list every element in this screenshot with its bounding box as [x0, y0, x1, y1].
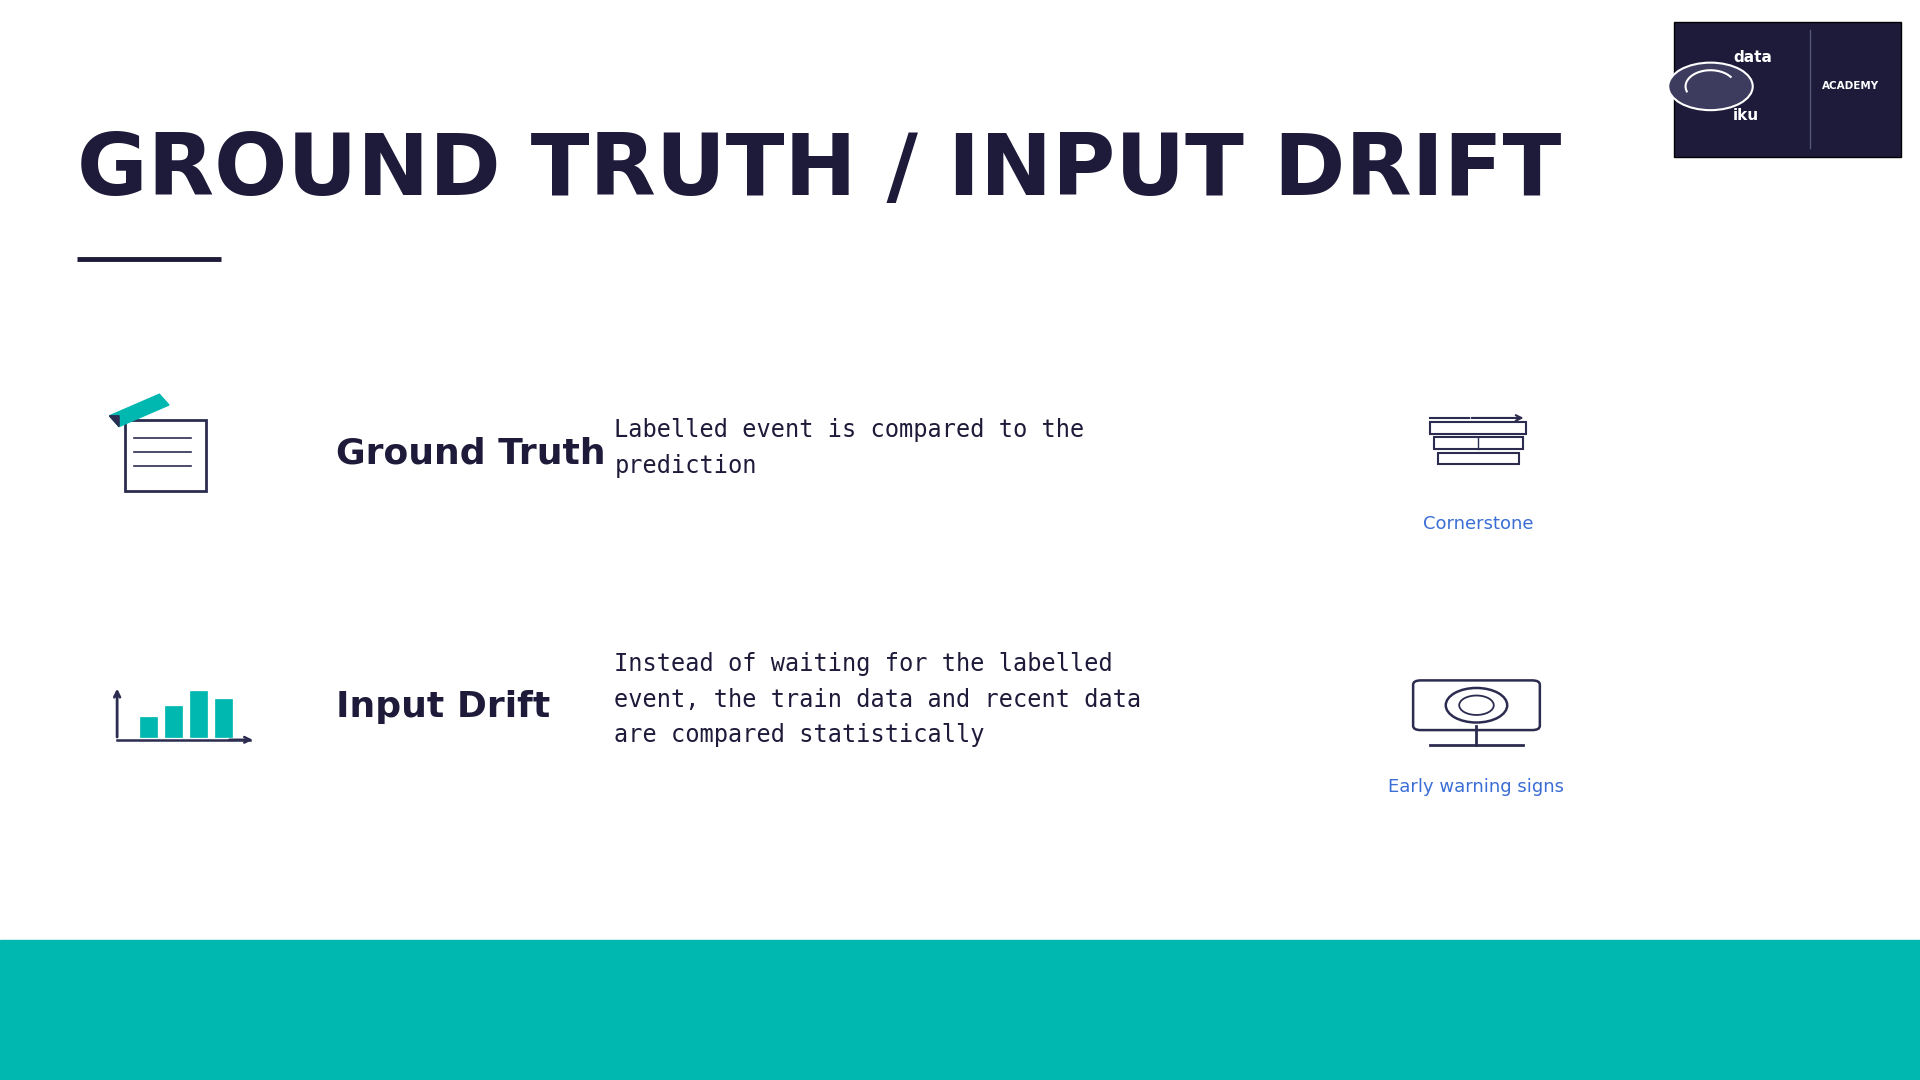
Text: Ground Truth: Ground Truth	[336, 436, 605, 471]
Text: data: data	[1734, 50, 1772, 65]
Text: Instead of waiting for the labelled
event, the train data and recent data
are co: Instead of waiting for the labelled even…	[614, 652, 1142, 747]
Polygon shape	[109, 394, 169, 427]
Text: Input Drift: Input Drift	[336, 690, 551, 725]
Bar	[0, 940, 1920, 1080]
FancyBboxPatch shape	[190, 691, 207, 737]
Text: Early warning signs: Early warning signs	[1388, 778, 1565, 796]
FancyBboxPatch shape	[140, 717, 157, 737]
Circle shape	[1668, 63, 1753, 110]
Text: Labelled event is compared to the
prediction: Labelled event is compared to the predic…	[614, 418, 1085, 478]
Text: iku: iku	[1734, 108, 1759, 123]
Polygon shape	[109, 416, 119, 427]
FancyBboxPatch shape	[215, 699, 232, 737]
Text: GROUND TRUTH / INPUT DRIFT: GROUND TRUTH / INPUT DRIFT	[77, 130, 1561, 213]
FancyBboxPatch shape	[125, 420, 205, 490]
FancyBboxPatch shape	[165, 706, 182, 737]
FancyBboxPatch shape	[1674, 22, 1901, 157]
Text: ACADEMY: ACADEMY	[1822, 81, 1878, 92]
Text: Cornerstone: Cornerstone	[1423, 515, 1534, 534]
